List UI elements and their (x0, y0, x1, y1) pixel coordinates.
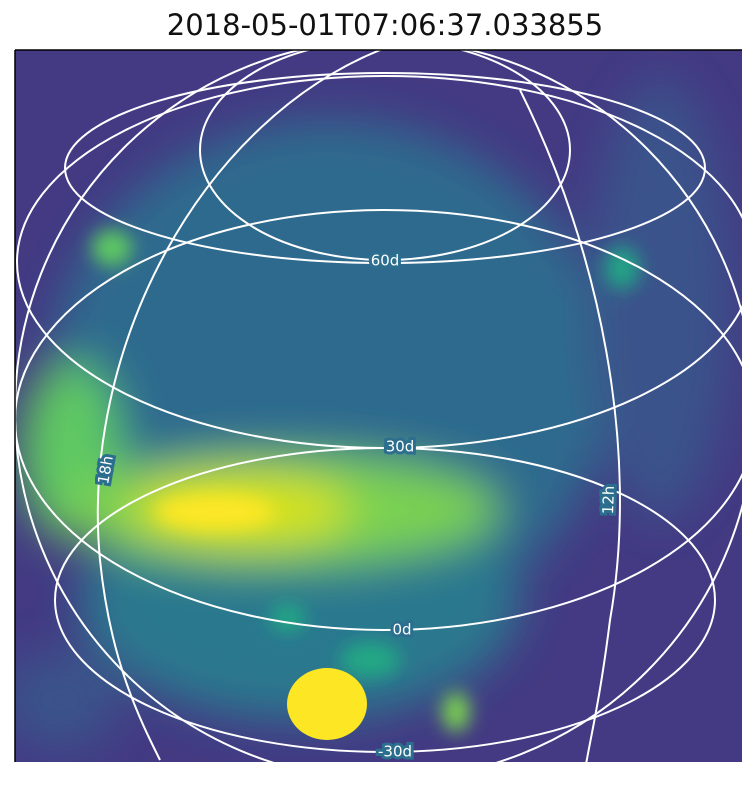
coordinate-grid (15, 50, 742, 762)
grid-label: 12h (599, 485, 618, 514)
axes-frame (14, 49, 742, 762)
grid-label: 30d (386, 438, 415, 456)
chart-title: 2018-05-01T07:06:37.033855 (167, 8, 603, 42)
grid-label: 60d (371, 252, 400, 270)
sky-image (15, 50, 742, 762)
grid-label: 0d (392, 621, 411, 639)
grid-label: -30d (378, 743, 412, 761)
